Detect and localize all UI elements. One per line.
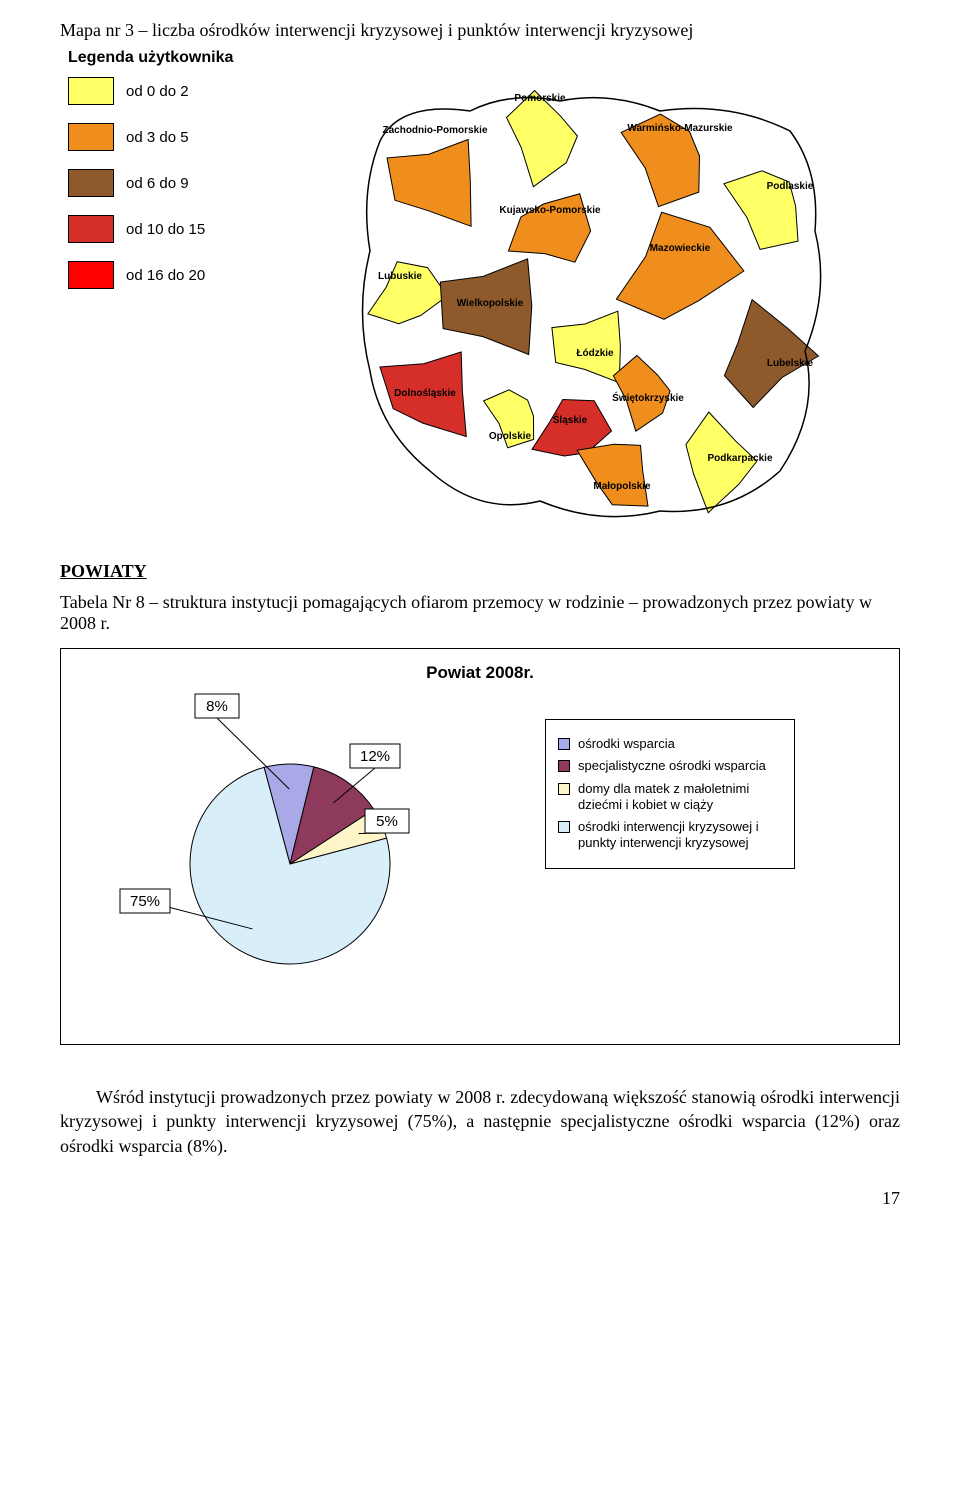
- map-region-label: Świętokrzyskie: [612, 391, 684, 404]
- map-row: od 0 do 2 od 3 do 5 od 6 do 9 od 10 do 15 od…: [60, 71, 900, 531]
- pie-legend-item: specjalistyczne ośrodki wsparcia: [558, 758, 782, 774]
- page-number: 17: [60, 1188, 900, 1209]
- map-region: [577, 444, 648, 506]
- map-region: [724, 300, 818, 408]
- legend-label: od 6 do 9: [126, 175, 189, 192]
- legend-label: od 0 do 2: [126, 83, 189, 100]
- map-region: [387, 140, 471, 227]
- map-region-label: Kujawsko-Pomorskie: [499, 205, 601, 216]
- chart-title: Powiat 2008r.: [75, 663, 885, 683]
- pie-legend-label: domy dla matek z małoletnimi dziećmi i k…: [578, 781, 782, 814]
- map-legend-item: od 6 do 9: [68, 169, 205, 197]
- body-paragraph: Wśród instytucji prowadzonych przez powi…: [60, 1085, 900, 1158]
- section-heading: POWIATY: [60, 561, 900, 582]
- map-region-label: Podkarpackie: [707, 453, 772, 464]
- chart-area: 8% 12% 5% 75% ośrodki wsparcia specjalistycz…: [75, 689, 885, 994]
- map-region-label: Małopolskie: [593, 481, 651, 492]
- map-legend-item: od 0 do 2: [68, 77, 205, 105]
- map-region-label: Mazowieckie: [649, 243, 710, 254]
- page-title: Mapa nr 3 – liczba ośrodków interwencji …: [60, 20, 900, 41]
- legend-swatch: [68, 215, 114, 243]
- pie-legend-label: ośrodki interwencji kryzysowej i punkty …: [578, 819, 782, 852]
- callout-label: 8%: [206, 698, 228, 715]
- pie-legend-swatch: [558, 738, 570, 750]
- callout-label: 75%: [130, 893, 160, 910]
- map-legend-item: od 16 do 20: [68, 261, 205, 289]
- map-region-label: Wielkopolskie: [456, 298, 523, 309]
- pie-chart: 8% 12% 5% 75%: [85, 689, 505, 989]
- pie-legend-label: ośrodki wsparcia: [578, 736, 675, 752]
- pie-legend-item: ośrodki wsparcia: [558, 736, 782, 752]
- table-caption: Tabela Nr 8 – struktura instytucji pomag…: [60, 592, 900, 634]
- pie-legend-swatch: [558, 783, 570, 795]
- legend-label: od 10 do 15: [126, 221, 205, 238]
- legend-swatch: [68, 261, 114, 289]
- map-region-label: Dolnośląskie: [394, 388, 456, 399]
- map-region-label: Lubelskie: [767, 358, 814, 369]
- map-region-label: Pomorskie: [514, 93, 566, 104]
- legend-swatch: [68, 169, 114, 197]
- map-region-label: Warmińsko-Mazurskie: [627, 123, 733, 134]
- map-region: [506, 91, 577, 187]
- pie-legend: ośrodki wsparcia specjalistyczne ośrodki …: [545, 719, 795, 869]
- map-region-label: Zachodnio-Pomorskie: [382, 125, 487, 136]
- chart-box: Powiat 2008r. 8% 12% 5% 75% ośrodki wsparci…: [60, 648, 900, 1045]
- map-region-label: Opolskie: [489, 431, 532, 442]
- map-region-label: Łódzkie: [576, 348, 614, 359]
- pie-legend-swatch: [558, 821, 570, 833]
- pie-legend-item: domy dla matek z małoletnimi dziećmi i k…: [558, 781, 782, 814]
- legend-swatch: [68, 123, 114, 151]
- legend-label: od 16 do 20: [126, 267, 205, 284]
- poland-map: Zachodnio-Pomorskie Pomorskie Warmińsko-Ma…: [260, 71, 850, 531]
- map-region-label: Śląskie: [552, 413, 587, 426]
- legend-label: od 3 do 5: [126, 129, 189, 146]
- map-region-label: Lubuskie: [378, 271, 422, 282]
- legend-swatch: [68, 77, 114, 105]
- map-region: [552, 311, 621, 383]
- map-region-label: Podlaskie: [766, 181, 813, 192]
- callout-label: 5%: [376, 813, 398, 830]
- legend-title: Legenda użytkownika: [68, 49, 900, 67]
- map-region: [616, 212, 744, 319]
- pie-legend-item: ośrodki interwencji kryzysowej i punkty …: [558, 819, 782, 852]
- callout-label: 12%: [360, 748, 390, 765]
- pie-wrap: 8% 12% 5% 75%: [85, 689, 505, 994]
- map-legend: od 0 do 2 od 3 do 5 od 6 do 9 od 10 do 15 od…: [60, 71, 205, 289]
- pie-legend-label: specjalistyczne ośrodki wsparcia: [578, 758, 766, 774]
- map-legend-item: od 10 do 15: [68, 215, 205, 243]
- map-legend-item: od 3 do 5: [68, 123, 205, 151]
- pie-legend-swatch: [558, 760, 570, 772]
- map-container: Zachodnio-Pomorskie Pomorskie Warmińsko-Ma…: [209, 71, 900, 531]
